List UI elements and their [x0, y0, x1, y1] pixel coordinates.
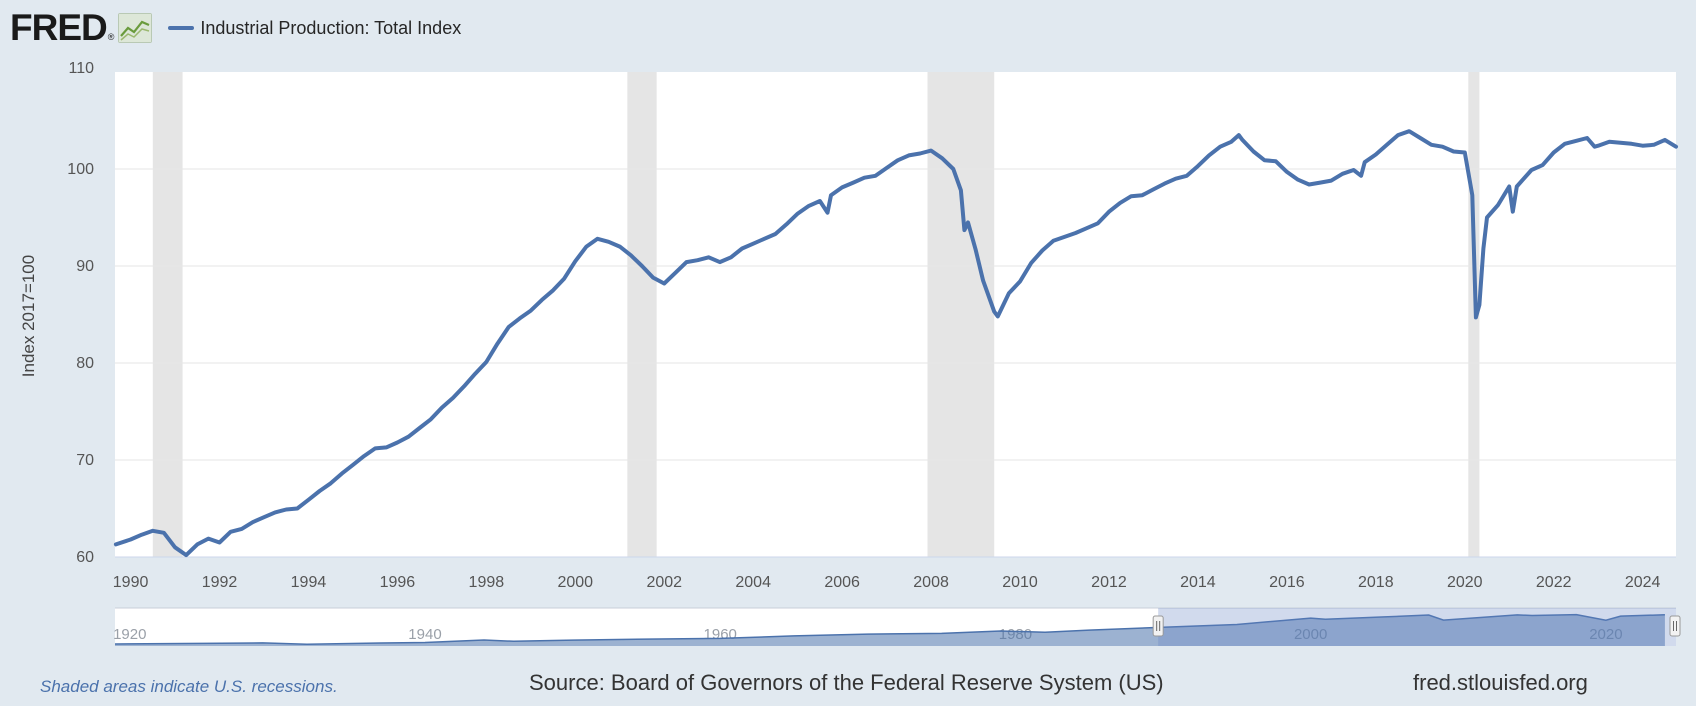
gridlines	[115, 168, 1676, 461]
y-axis-label: Index 2017=100	[19, 255, 38, 377]
x-tick-label: 1990	[113, 574, 149, 591]
x-tick-label: 1992	[202, 574, 238, 591]
x-tick-label: 2002	[646, 574, 682, 591]
fred-url[interactable]: fred.stlouisfed.org	[1413, 670, 1588, 695]
y-tick-label: 90	[76, 258, 94, 275]
series-line[interactable]	[113, 129, 1678, 558]
recession-band	[152, 72, 183, 557]
recession-band	[927, 72, 995, 557]
series-layer	[113, 129, 1678, 558]
legend-label: Industrial Production: Total Index	[200, 17, 462, 38]
chart-legend[interactable]: Industrial Production: Total Index	[168, 18, 461, 39]
x-tick-label: 2014	[1180, 574, 1216, 591]
recession-band	[627, 72, 657, 557]
navigator-tick-label: 1920	[113, 626, 146, 643]
header: FRED ® Industrial Production: Total Inde…	[10, 8, 461, 48]
x-tick-label: 2018	[1358, 574, 1394, 591]
registered-mark: ®	[107, 32, 115, 42]
fred-graph-icon	[118, 13, 153, 43]
recession-note: Shaded areas indicate U.S. recessions.	[40, 677, 338, 696]
x-tick-label: 2000	[557, 574, 593, 591]
x-axis-ticks: 1990 1992 1994 1996 1998 2000 2002 2004 2006 2008…	[113, 574, 1661, 591]
plot-background	[115, 72, 1676, 557]
x-tick-label: 2022	[1536, 574, 1572, 591]
navigator-line	[114, 613, 1665, 646]
x-tick-label: 1994	[291, 574, 327, 591]
navigator-tick-label: 1940	[408, 626, 441, 643]
legend-swatch	[168, 26, 195, 30]
x-tick-label: 2010	[1002, 574, 1038, 591]
x-tick-label: 2008	[913, 574, 949, 591]
y-tick-label: 110	[68, 60, 94, 77]
y-axis-ticks: 60 70 80 90 100 110	[67, 60, 94, 566]
navigator-area	[115, 614, 1665, 646]
x-tick-label: 2006	[824, 574, 860, 591]
x-tick-label: 2024	[1625, 574, 1661, 591]
navigator-right-handle[interactable]	[1669, 615, 1681, 637]
x-tick-label: 2004	[735, 574, 771, 591]
navigator-selected-range[interactable]	[1158, 608, 1676, 646]
x-tick-label: 2012	[1091, 574, 1127, 591]
navigator[interactable]: 192019401960198020002020	[113, 607, 1681, 646]
fred-logo[interactable]: FRED	[10, 7, 108, 48]
navigator-series	[114, 613, 1665, 646]
x-tick-label: 2016	[1269, 574, 1305, 591]
navigator-left-handle[interactable]	[1152, 615, 1164, 637]
y-tick-label: 70	[76, 452, 94, 469]
x-tick-label: 1998	[469, 574, 505, 591]
x-tick-label: 1996	[380, 574, 416, 591]
navigator-selection[interactable]	[1152, 608, 1681, 646]
source-text: Source: Board of Governors of the Federa…	[529, 670, 1164, 695]
x-tick-label: 2020	[1447, 574, 1483, 591]
y-tick-label: 80	[76, 355, 94, 372]
y-tick-label: 100	[67, 161, 94, 178]
y-tick-label: 60	[76, 549, 94, 566]
